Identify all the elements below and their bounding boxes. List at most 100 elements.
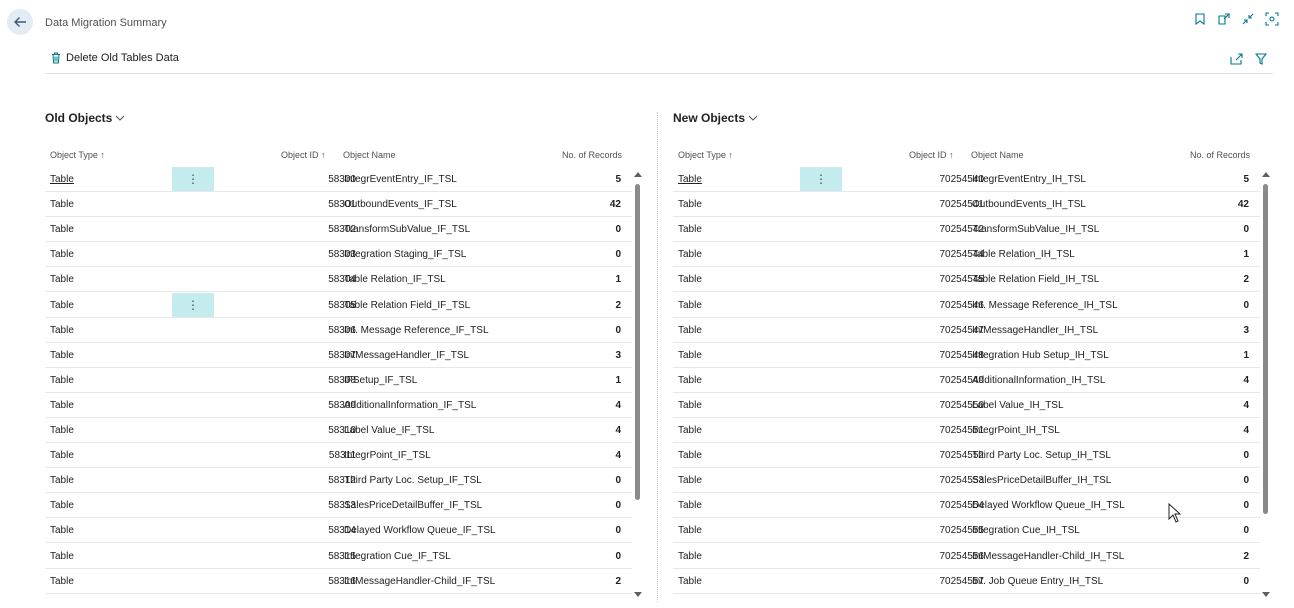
object-name-cell: Int. Message Reference_IF_TSL [344, 324, 489, 336]
object-id-cell: 70254549 [939, 374, 985, 386]
object-type-cell: Table [678, 299, 702, 311]
no-of-records-cell: 42 [609, 199, 621, 211]
table-row[interactable]: Table 58302 TransformSubValue_IF_TSL 0 [45, 217, 632, 243]
scroll-up-arrow-icon[interactable] [634, 172, 642, 177]
table-row[interactable]: Table 58308 IFSetup_IF_TSL 1 [45, 368, 632, 393]
table-row[interactable]: Table 58316 IntMessageHandler-Child_IF_TSL… [45, 569, 632, 594]
table-row[interactable]: Table 58303 Integration Staging_IF_TSL 0 [45, 242, 632, 268]
table-row[interactable]: Table 58301 OutboundEvents_IF_TSL 42 [45, 192, 632, 218]
object-type-cell: Table [50, 324, 74, 336]
no-of-records-cell: 0 [615, 550, 621, 562]
object-id-cell: 58316 [328, 575, 356, 587]
table-row[interactable]: Table 58306 Int. Message Reference_IF_TSL 0 [45, 318, 632, 343]
header-object-id[interactable]: Object ID ↑ [909, 150, 954, 160]
table-row[interactable]: Table 70254550 Label Value_IH_TSL 4 [673, 393, 1260, 418]
table-row[interactable]: Table 58315 Integration Cue_IF_TSL 0 [45, 544, 632, 569]
bookmark-button[interactable] [1192, 8, 1208, 30]
table-row[interactable]: Table 70254549 AdditionalInformation_IH_TS… [673, 368, 1260, 393]
table-row[interactable]: Table 58307 IntMessageHandler_IF_TSL 3 [45, 343, 632, 368]
no-of-records-cell: 4 [615, 399, 621, 411]
header-object-type[interactable]: Object Type ↑ [678, 150, 733, 160]
object-name-cell: AdditionalInformation_IF_TSL [344, 399, 477, 411]
object-name-cell: IntegrPoint_IH_TSL [972, 425, 1060, 436]
table-row[interactable]: Table 70254546 Int. Message Reference_IH_T… [673, 293, 1260, 318]
table-row[interactable]: Table 70254548 Integration Hub Setup_IH_TS… [673, 343, 1260, 368]
filter-button[interactable] [1254, 52, 1268, 70]
object-name-cell: IntMessageHandler_IH_TSL [972, 324, 1099, 336]
share-button[interactable] [1230, 52, 1243, 70]
object-name-cell: IntegrEventEntry_IH_TSL [972, 174, 1086, 185]
object-id-cell: 58310 [328, 425, 356, 436]
header-no-of-records[interactable]: No. of Records [1190, 150, 1251, 160]
object-name-cell: IntMessageHandler-Child_IF_TSL [344, 575, 496, 587]
scroll-thumb[interactable] [635, 184, 640, 500]
no-of-records-cell: 3 [1243, 324, 1249, 336]
table-row[interactable]: Table 58313 SalesPriceDetailBuffer_IF_TSL 0 [45, 493, 632, 519]
table-row[interactable]: Table 70254542 TransformSubValue_IH_TSL 0 [673, 217, 1260, 243]
no-of-records-cell: 4 [615, 425, 621, 436]
table-row[interactable]: Table 58311 IntegrPoint_IF_TSL 4 [45, 443, 632, 469]
new-objects-scrollbar[interactable] [1262, 172, 1270, 602]
table-row[interactable]: Table 70254545 Table Relation Field_IH_TSL… [673, 267, 1260, 293]
no-of-records-cell: 0 [1243, 500, 1249, 512]
row-actions-button[interactable]: ⋮ [172, 292, 214, 317]
scroll-down-arrow-icon[interactable] [634, 592, 642, 597]
no-of-records-cell: 2 [615, 299, 621, 311]
header-no-of-records[interactable]: No. of Records [562, 150, 623, 160]
table-row[interactable]: Table 58314 Delayed Workflow Queue_IF_TSL 0 [45, 518, 632, 544]
object-id-cell: 70254557 [939, 575, 985, 587]
object-type-cell[interactable]: Table [50, 174, 74, 185]
header-object-type[interactable]: Object Type ↑ [50, 150, 105, 160]
table-row[interactable]: Table 70254541 OutboundEvents_IH_TSL 42 [673, 192, 1260, 218]
table-row[interactable]: Table 58304 Table Relation_IF_TSL 1 [45, 267, 632, 293]
focus-mode-button[interactable] [1264, 8, 1280, 30]
open-new-window-button[interactable] [1216, 8, 1232, 30]
header-object-id[interactable]: Object ID ↑ [281, 150, 326, 160]
back-button[interactable] [7, 9, 33, 35]
old-objects-scrollbar[interactable] [634, 172, 642, 602]
no-of-records-cell: 0 [1243, 450, 1249, 462]
table-row[interactable]: Table 70254555 Integration Cue_IH_TSL 0 [673, 518, 1260, 544]
bookmark-icon [1195, 13, 1205, 25]
table-row[interactable]: Table 70254557 Int. Job Queue Entry_IH_TSL… [673, 569, 1260, 594]
row-actions-button[interactable]: ⋮ [172, 167, 214, 191]
header-object-name[interactable]: Object Name [971, 150, 1024, 160]
no-of-records-cell: 1 [615, 274, 621, 286]
table-row[interactable]: Table 70254556 IntMessageHandler-Child_IH_… [673, 544, 1260, 569]
object-name-cell: Integration Hub Setup_IH_TSL [972, 349, 1109, 361]
object-id-cell: 70254550 [939, 399, 985, 411]
table-row[interactable]: Table 70254551 IntegrPoint_IH_TSL 4 [673, 418, 1260, 444]
mouse-pointer-icon [1168, 502, 1182, 528]
row-actions-button[interactable]: ⋮ [800, 167, 842, 191]
collapse-button[interactable] [1240, 8, 1256, 30]
table-row[interactable]: Table 70254540 IntegrEventEntry_IH_TSL 5 ⋮ [673, 167, 1260, 193]
object-name-cell: SalesPriceDetailBuffer_IH_TSL [972, 475, 1112, 487]
header-object-name[interactable]: Object Name [343, 150, 396, 160]
new-objects-title[interactable]: New Objects [673, 108, 1273, 128]
table-row[interactable]: Table 70254552 Third Party Loc. Setup_IH_T… [673, 443, 1260, 469]
old-objects-title[interactable]: Old Objects [45, 108, 645, 128]
table-row[interactable]: Table 58309 AdditionalInformation_IF_TSL 4 [45, 393, 632, 418]
object-name-cell: Table Relation_IF_TSL [344, 274, 446, 286]
scroll-up-arrow-icon[interactable] [1262, 172, 1270, 177]
object-type-cell[interactable]: Table [678, 174, 702, 185]
object-id-cell: 70254541 [939, 199, 985, 211]
table-row[interactable]: Table 58305 Table Relation Field_IF_TSL 2 ⋮ [45, 292, 632, 318]
top-bar: Data Migration Summary [0, 0, 1294, 46]
table-row[interactable]: Table 70254553 SalesPriceDetailBuffer_IH_T… [673, 468, 1260, 494]
table-row[interactable]: Table 58310 Label Value_IF_TSL 4 [45, 418, 632, 444]
object-id-cell: 70254547 [939, 324, 985, 336]
object-type-cell: Table [678, 374, 702, 386]
no-of-records-cell: 0 [615, 249, 621, 261]
delete-old-tables-button[interactable]: Delete Old Tables Data [51, 52, 179, 64]
table-row[interactable]: Table 58300 IntegrEventEntry_IF_TSL 5 ⋮ [45, 167, 632, 193]
table-row[interactable]: Table 70254544 Table Relation_IH_TSL 1 [673, 242, 1260, 268]
table-row[interactable]: Table 70254554 Delayed Workflow Queue_IH_T… [673, 493, 1260, 519]
scroll-thumb[interactable] [1263, 184, 1268, 514]
object-type-cell: Table [50, 450, 74, 462]
object-type-cell: Table [50, 475, 74, 487]
table-row[interactable]: Table 70254547 IntMessageHandler_IH_TSL 3 [673, 318, 1260, 343]
scroll-down-arrow-icon[interactable] [1262, 592, 1270, 597]
table-row[interactable]: Table 58312 Third Party Loc. Setup_IF_TSL 0 [45, 468, 632, 494]
object-type-cell: Table [678, 224, 702, 236]
